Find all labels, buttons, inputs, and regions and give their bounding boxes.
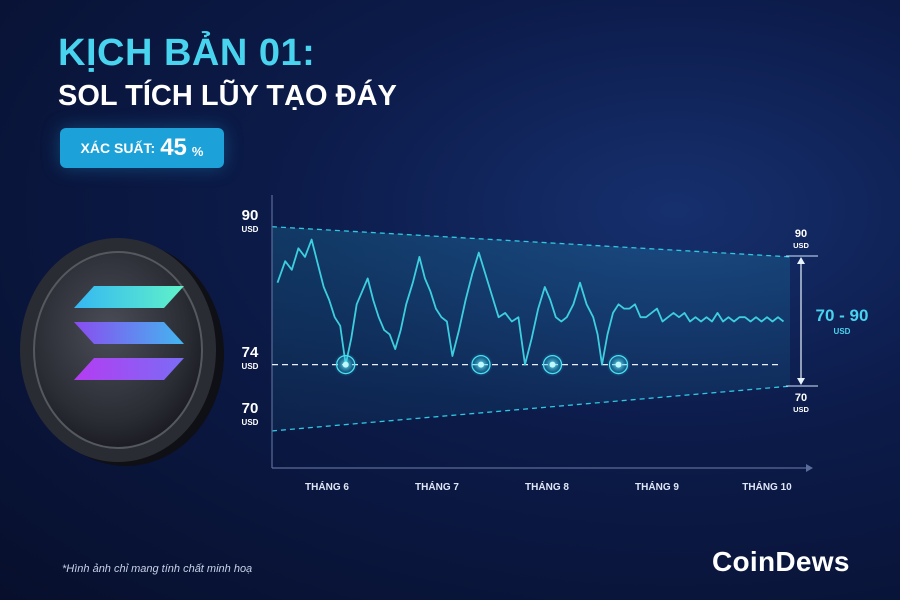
coindews-logo: CoinDews — [712, 546, 850, 577]
support-touch-point — [549, 361, 556, 368]
range-bottom-value: 70 — [795, 392, 807, 404]
page-title: KỊCH BẢN 01: — [58, 32, 316, 74]
price-line — [276, 238, 785, 366]
range-top-unit: USD — [793, 241, 809, 250]
probability-unit: % — [191, 143, 204, 159]
x-axis-arrow — [806, 464, 813, 472]
channel-upper-line — [271, 226, 791, 258]
support-touch-ring — [608, 354, 629, 375]
support-touch-ring — [542, 354, 563, 375]
y-level-label: 74 — [242, 344, 259, 361]
channel-lower-line — [271, 385, 791, 432]
support-touch-point — [478, 361, 484, 368]
solana-logo-icon — [20, 238, 224, 466]
range-bottom-unit: USD — [793, 405, 809, 414]
probability-value: 45 — [160, 134, 187, 161]
x-tick-label: THÁNG 8 — [525, 480, 569, 493]
range-arrow-down — [797, 378, 805, 385]
x-tick-label: THÁNG 7 — [415, 480, 459, 493]
range-label: 70 - 90 — [816, 306, 869, 325]
x-tick-label: THÁNG 6 — [305, 480, 349, 493]
probability-label: XÁC SUẤT: — [80, 140, 156, 156]
y-level-unit: USD — [242, 225, 259, 234]
y-level-unit: USD — [242, 418, 259, 427]
channel-area — [272, 226, 790, 431]
support-touch-ring — [336, 354, 356, 375]
y-level-unit: USD — [242, 362, 259, 371]
y-level-label: 70 — [242, 400, 259, 417]
range-arrow-up — [797, 257, 805, 264]
range-unit: USD — [834, 327, 851, 336]
support-touch-point — [342, 361, 349, 368]
range-top-value: 90 — [795, 228, 807, 240]
support-touch-ring — [471, 354, 491, 375]
disclaimer-note: *Hình ảnh chỉ mang tính chất minh hoạ — [62, 563, 253, 575]
y-level-label: 90 — [242, 207, 259, 224]
probability-badge: XÁC SUẤT: 45 % — [60, 128, 224, 168]
x-tick-label: THÁNG 10 — [742, 480, 792, 493]
x-tick-label: THÁNG 9 — [635, 480, 679, 493]
support-touch-point — [615, 361, 622, 368]
page-subtitle: SOL TÍCH LŨY TẠO ĐÁY — [58, 80, 397, 112]
